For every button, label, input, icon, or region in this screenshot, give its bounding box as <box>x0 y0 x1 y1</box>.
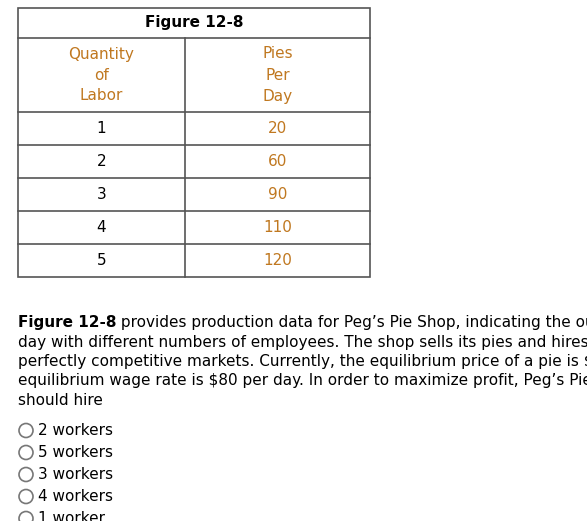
Text: 4 workers: 4 workers <box>38 489 113 504</box>
Text: equilibrium wage rate is $80 per day. In order to maximize profit, Peg’s Pie Sho: equilibrium wage rate is $80 per day. In… <box>18 374 587 389</box>
Text: 1 worker: 1 worker <box>38 511 105 521</box>
Text: day with different numbers of employees. The shop sells its pies and hires its l: day with different numbers of employees.… <box>18 334 587 350</box>
Text: 2: 2 <box>97 154 106 169</box>
Text: 3: 3 <box>97 187 106 202</box>
Text: 5 workers: 5 workers <box>38 445 113 460</box>
Text: 2 workers: 2 workers <box>38 423 113 438</box>
Text: Pies
Per
Day: Pies Per Day <box>262 46 293 104</box>
Bar <box>18 8 370 277</box>
Text: 90: 90 <box>268 187 287 202</box>
Text: perfectly competitive markets. Currently, the equilibrium price of a pie is $5, : perfectly competitive markets. Currently… <box>18 354 587 369</box>
Text: 4: 4 <box>97 220 106 235</box>
Text: 5: 5 <box>97 253 106 268</box>
Text: 60: 60 <box>268 154 287 169</box>
Text: 20: 20 <box>268 121 287 136</box>
Text: 3 workers: 3 workers <box>38 467 113 482</box>
Text: provides production data for Peg’s Pie Shop, indicating the output per: provides production data for Peg’s Pie S… <box>116 315 587 330</box>
Text: 120: 120 <box>263 253 292 268</box>
Text: Figure 12-8: Figure 12-8 <box>18 315 116 330</box>
Text: 110: 110 <box>263 220 292 235</box>
Text: should hire: should hire <box>18 393 103 408</box>
Text: Figure 12-8: Figure 12-8 <box>145 16 243 31</box>
Text: 1: 1 <box>97 121 106 136</box>
Text: Quantity
of
Labor: Quantity of Labor <box>69 46 134 104</box>
